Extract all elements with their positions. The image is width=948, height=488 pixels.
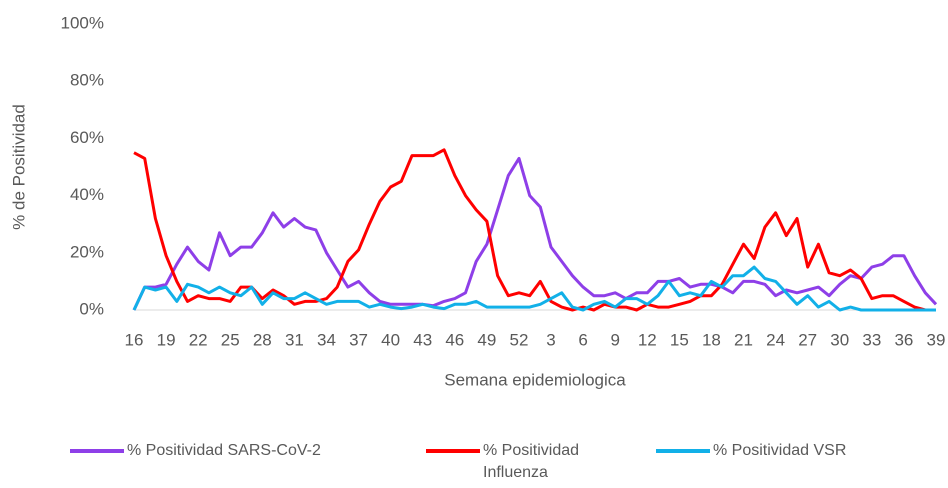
x-tick-label: 52 — [509, 330, 528, 349]
y-tick-label: 40% — [70, 185, 104, 204]
y-tick-label: 100% — [61, 13, 104, 32]
x-tick-label: 19 — [157, 330, 176, 349]
series-line — [133, 148, 936, 312]
legend-item: % Positividad VSR — [656, 440, 948, 462]
x-tick-label: 49 — [477, 330, 496, 349]
legend-item: % Positividad SARS-CoV-2 — [70, 440, 427, 462]
x-tick-label: 15 — [670, 330, 689, 349]
x-tick-label: 43 — [413, 330, 432, 349]
series-line — [132, 265, 936, 312]
x-tick-label: 18 — [702, 330, 721, 349]
x-tick-label: 39 — [927, 330, 946, 349]
y-tick-label: 60% — [70, 128, 104, 147]
x-tick-label: 34 — [317, 330, 336, 349]
x-axis-title: Semana epidemiologica — [444, 370, 626, 389]
x-tick-label: 21 — [734, 330, 753, 349]
x-tick-label: 22 — [189, 330, 208, 349]
y-tick-label: 80% — [70, 71, 104, 90]
legend-swatch — [426, 449, 480, 453]
x-tick-label: 25 — [221, 330, 240, 349]
x-tick-label: 12 — [638, 330, 657, 349]
legend-label: % Positividad VSR — [713, 442, 847, 459]
y-axis-title: % de Positividad — [9, 104, 28, 230]
x-tick-label: 36 — [894, 330, 913, 349]
x-tick-label: 28 — [253, 330, 272, 349]
x-tick-label: 6 — [578, 330, 587, 349]
x-tick-label: 30 — [830, 330, 849, 349]
legend-item: % Positividad Influenza — [426, 440, 613, 484]
legend-label: % Positividad Influenza — [483, 442, 580, 481]
y-tick-label: 20% — [70, 242, 104, 261]
legend-swatch — [70, 449, 124, 453]
legend-swatch — [656, 449, 710, 453]
x-tick-label: 33 — [862, 330, 881, 349]
x-tick-label: 46 — [445, 330, 464, 349]
x-tick-label: 9 — [610, 330, 619, 349]
x-tick-label: 3 — [546, 330, 555, 349]
x-tick-label: 27 — [798, 330, 817, 349]
x-tick-label: 37 — [349, 330, 368, 349]
y-tick-label: 0% — [79, 299, 104, 318]
x-tick-label: 40 — [381, 330, 400, 349]
x-tick-label: 24 — [766, 330, 785, 349]
series-line — [132, 156, 938, 311]
x-tick-label: 16 — [125, 330, 144, 349]
x-tick-label: 31 — [285, 330, 304, 349]
legend-label: % Positividad SARS-CoV-2 — [127, 442, 321, 459]
